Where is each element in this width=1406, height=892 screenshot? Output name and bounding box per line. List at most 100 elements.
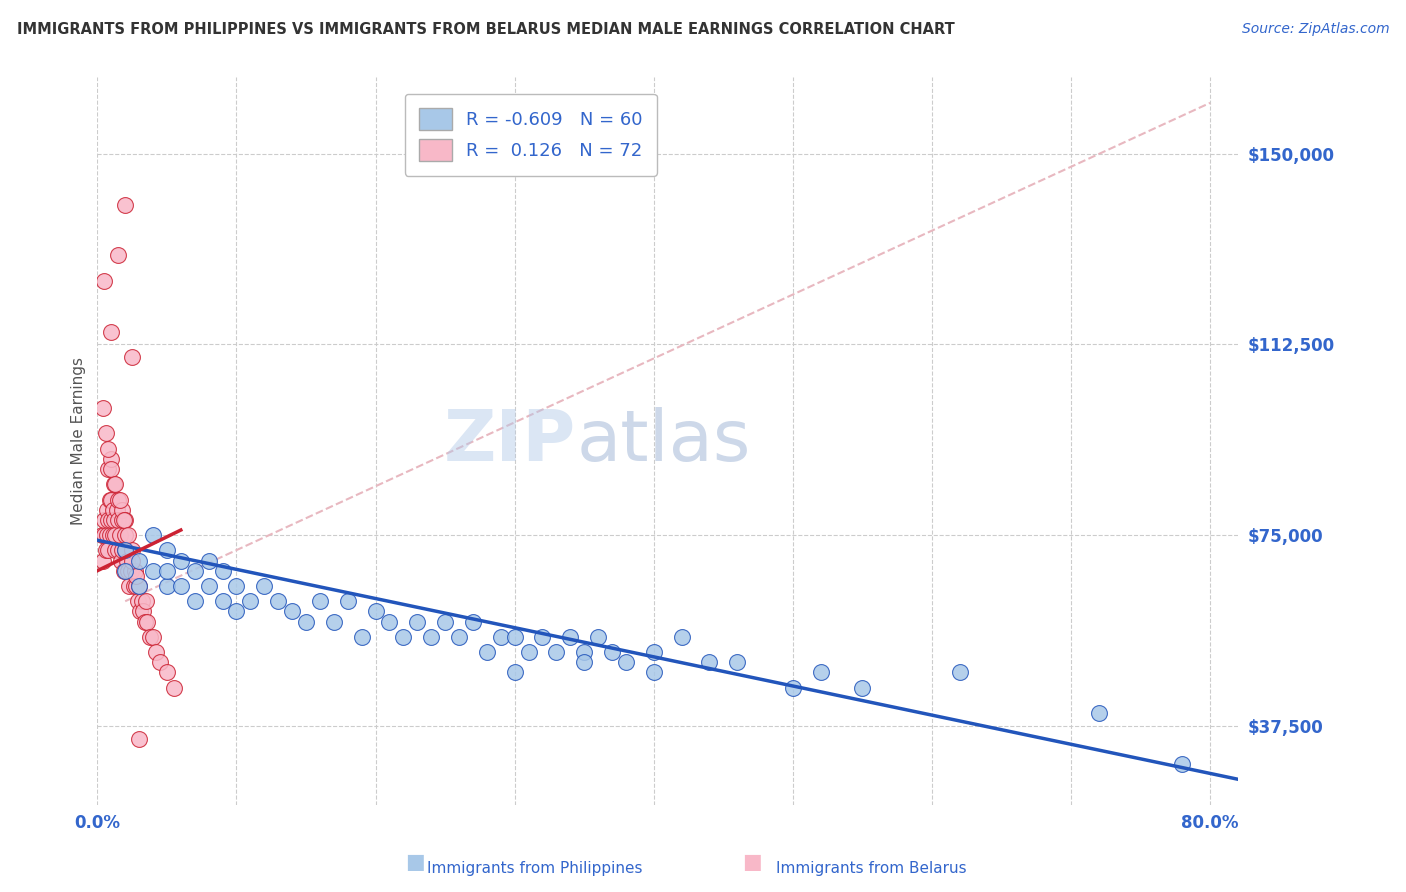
Point bbox=[107, 543, 129, 558]
Point bbox=[110, 553, 132, 567]
Point bbox=[93, 528, 115, 542]
Point bbox=[572, 645, 595, 659]
Point bbox=[322, 615, 344, 629]
Point bbox=[93, 513, 115, 527]
Point bbox=[699, 655, 721, 669]
Point bbox=[98, 528, 121, 542]
Point bbox=[517, 645, 540, 659]
Text: ■: ■ bbox=[742, 853, 762, 872]
Point bbox=[97, 442, 120, 456]
Point bbox=[183, 564, 205, 578]
Point bbox=[131, 594, 153, 608]
Point bbox=[129, 604, 152, 618]
Point bbox=[111, 513, 134, 527]
Point bbox=[156, 579, 179, 593]
Point bbox=[121, 553, 143, 567]
Point bbox=[103, 477, 125, 491]
Point bbox=[114, 528, 136, 542]
Point bbox=[197, 579, 219, 593]
Point bbox=[253, 579, 276, 593]
Point bbox=[98, 492, 121, 507]
Point bbox=[117, 564, 139, 578]
Point bbox=[114, 513, 136, 527]
Point bbox=[163, 681, 186, 695]
Point bbox=[392, 630, 415, 644]
Point bbox=[170, 579, 193, 593]
Point bbox=[117, 528, 139, 542]
Point bbox=[489, 630, 512, 644]
Point bbox=[114, 543, 136, 558]
Point bbox=[125, 569, 148, 583]
Text: ■: ■ bbox=[405, 853, 425, 872]
Point bbox=[114, 564, 136, 578]
Point bbox=[91, 553, 114, 567]
Point bbox=[475, 645, 498, 659]
Point bbox=[782, 681, 804, 695]
Point bbox=[281, 604, 304, 618]
Text: Source: ZipAtlas.com: Source: ZipAtlas.com bbox=[1241, 22, 1389, 37]
Point bbox=[211, 594, 233, 608]
Point bbox=[336, 594, 359, 608]
Point bbox=[105, 502, 128, 516]
Point bbox=[100, 325, 122, 339]
Point bbox=[96, 528, 118, 542]
Point bbox=[142, 630, 165, 644]
Point bbox=[725, 655, 748, 669]
Point bbox=[128, 579, 150, 593]
Point bbox=[503, 665, 526, 680]
Point bbox=[225, 579, 247, 593]
Point bbox=[531, 630, 554, 644]
Point bbox=[111, 502, 134, 516]
Point bbox=[420, 630, 443, 644]
Point bbox=[132, 604, 155, 618]
Point bbox=[239, 594, 262, 608]
Point bbox=[225, 604, 247, 618]
Point bbox=[115, 553, 138, 567]
Point bbox=[114, 543, 136, 558]
Point bbox=[447, 630, 470, 644]
Point bbox=[128, 579, 150, 593]
Point bbox=[135, 594, 157, 608]
Point bbox=[149, 655, 172, 669]
Point bbox=[350, 630, 373, 644]
Point bbox=[851, 681, 873, 695]
Point bbox=[114, 197, 136, 211]
Point bbox=[100, 462, 122, 476]
Point bbox=[108, 528, 131, 542]
Point bbox=[136, 615, 159, 629]
Point bbox=[145, 645, 167, 659]
Legend: R = -0.609   N = 60, R =  0.126   N = 72: R = -0.609 N = 60, R = 0.126 N = 72 bbox=[405, 94, 657, 176]
Point bbox=[156, 665, 179, 680]
Point bbox=[142, 528, 165, 542]
Point bbox=[125, 579, 148, 593]
Point bbox=[1088, 706, 1111, 720]
Point bbox=[124, 564, 146, 578]
Point bbox=[134, 615, 156, 629]
Point bbox=[309, 594, 332, 608]
Point bbox=[295, 615, 318, 629]
Point bbox=[139, 630, 162, 644]
Point bbox=[107, 248, 129, 262]
Point bbox=[614, 655, 637, 669]
Text: Immigrants from Belarus: Immigrants from Belarus bbox=[776, 861, 967, 876]
Point bbox=[100, 451, 122, 466]
Point bbox=[121, 350, 143, 364]
Point bbox=[128, 731, 150, 746]
Text: ZIP: ZIP bbox=[444, 407, 576, 475]
Point bbox=[183, 594, 205, 608]
Point bbox=[97, 462, 120, 476]
Point bbox=[156, 543, 179, 558]
Point bbox=[101, 528, 124, 542]
Point bbox=[406, 615, 429, 629]
Text: atlas: atlas bbox=[576, 407, 751, 475]
Point bbox=[104, 543, 127, 558]
Point bbox=[103, 513, 125, 527]
Point bbox=[90, 528, 112, 542]
Point bbox=[810, 665, 832, 680]
Point bbox=[267, 594, 290, 608]
Point bbox=[671, 630, 693, 644]
Point bbox=[572, 655, 595, 669]
Point bbox=[107, 492, 129, 507]
Point bbox=[118, 579, 141, 593]
Point bbox=[170, 553, 193, 567]
